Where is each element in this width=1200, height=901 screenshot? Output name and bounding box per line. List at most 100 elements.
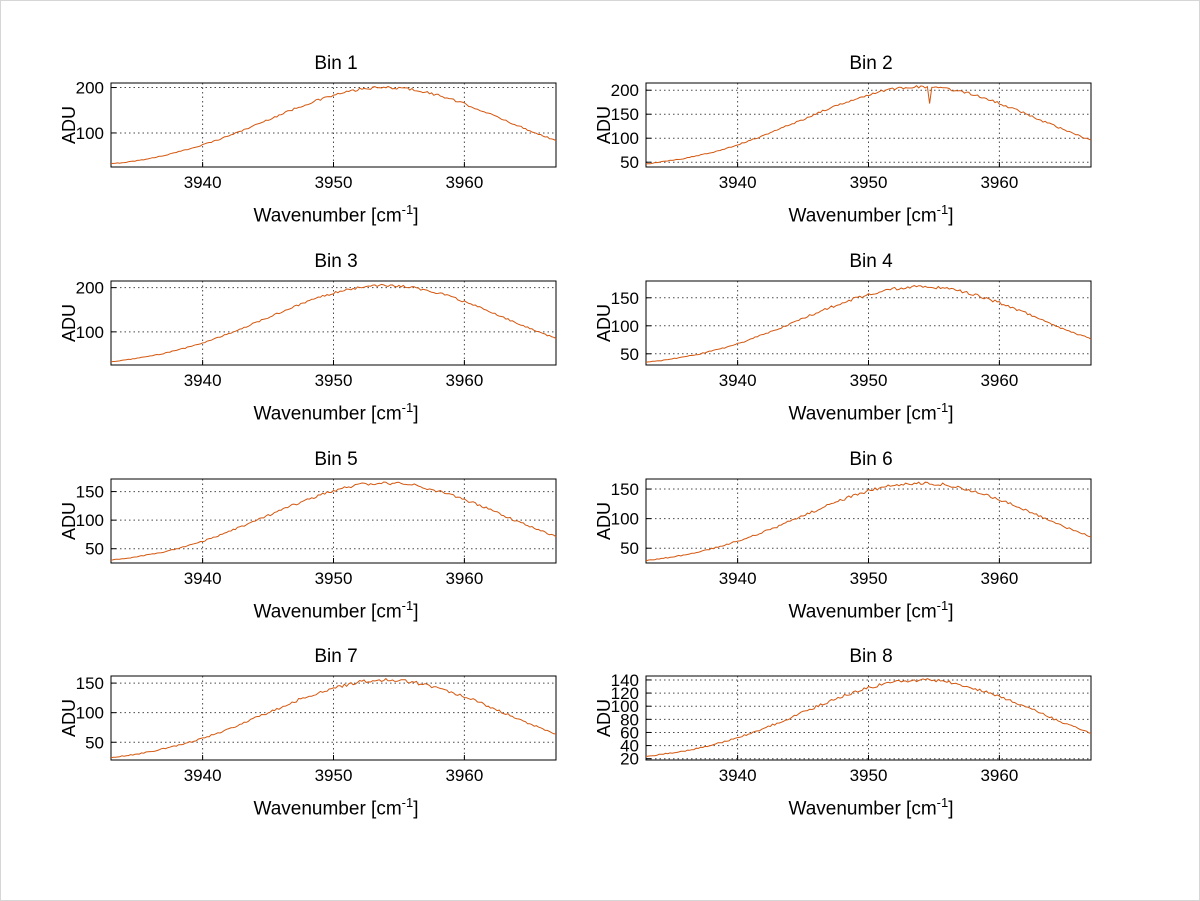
x-axis-label-close: ] [948, 601, 954, 623]
x-axis-label: Wavenumber [cm-1] [56, 595, 561, 623]
svg-text:60: 60 [620, 723, 639, 742]
x-axis-label-text: Wavenumber [cm [788, 205, 937, 227]
svg-text:ADU: ADU [59, 502, 79, 540]
subplot-bin-8: Bin 8 3940 3950 3960 20 40 60 80 100 120 140 ADU W… [591, 644, 1096, 820]
svg-text:50: 50 [85, 733, 104, 752]
subplot-bin-2: Bin 2 3940 3950 3960 50 100 150 200 ADU Wavenum… [591, 51, 1096, 227]
svg-text:3940: 3940 [719, 173, 757, 192]
svg-text:3960: 3960 [445, 371, 483, 390]
svg-text:100: 100 [611, 510, 639, 529]
svg-text:3960: 3960 [980, 173, 1018, 192]
plot-area-bin-7: 3940 3950 3960 50 100 150 ADU [59, 674, 557, 785]
svg-text:3960: 3960 [445, 569, 483, 588]
plot-area-bin-2: 3940 3950 3960 50 100 150 200 ADU [594, 81, 1092, 192]
svg-text:100: 100 [611, 129, 639, 148]
svg-text:20: 20 [620, 750, 639, 769]
svg-text:150: 150 [611, 289, 639, 308]
svg-text:100: 100 [76, 323, 104, 342]
svg-text:3940: 3940 [184, 569, 222, 588]
svg-text:3960: 3960 [445, 766, 483, 785]
svg-text:3950: 3950 [850, 569, 888, 588]
svg-text:120: 120 [611, 684, 639, 703]
x-axis-label-superscript: -1 [936, 598, 949, 613]
svg-text:100: 100 [611, 317, 639, 336]
x-axis-label-superscript: -1 [401, 400, 414, 415]
subplot-bin-4: Bin 4 3940 3950 3960 50 100 150 ADU Wavenumber… [591, 249, 1096, 425]
svg-text:200: 200 [76, 79, 104, 98]
svg-text:50: 50 [620, 345, 639, 364]
svg-text:3940: 3940 [184, 766, 222, 785]
x-axis-label-close: ] [413, 601, 419, 623]
subplot-title: Bin 4 [849, 251, 893, 272]
svg-text:150: 150 [76, 483, 104, 502]
svg-text:150: 150 [611, 480, 639, 499]
subplot-title: Bin 1 [314, 53, 358, 74]
svg-text:3950: 3950 [315, 173, 353, 192]
subplot-title: Bin 7 [314, 646, 358, 667]
svg-text:ADU: ADU [594, 502, 614, 540]
svg-text:80: 80 [620, 710, 639, 729]
svg-text:3950: 3950 [850, 173, 888, 192]
plot-area-bin-3: 3940 3950 3960 100 200 ADU [59, 279, 557, 390]
x-axis-label-text: Wavenumber [cm [253, 798, 402, 820]
svg-text:3940: 3940 [184, 173, 222, 192]
x-axis-label: Wavenumber [cm-1] [591, 595, 1096, 623]
svg-text:100: 100 [76, 124, 104, 143]
plot-area-bin-6: 3940 3950 3960 50 100 150 ADU [594, 478, 1092, 588]
svg-text:3960: 3960 [980, 371, 1018, 390]
svg-text:3950: 3950 [315, 371, 353, 390]
x-axis-label: Wavenumber [cm-1] [591, 792, 1096, 820]
svg-text:ADU: ADU [59, 106, 79, 144]
subplot-title: Bin 5 [314, 449, 358, 470]
x-axis-label-close: ] [413, 205, 419, 227]
x-axis-label-superscript: -1 [401, 795, 414, 810]
subplot-bin-6: Bin 6 3940 3950 3960 50 100 150 ADU Wavenumber… [591, 447, 1096, 623]
svg-text:50: 50 [620, 539, 639, 558]
x-axis-label-superscript: -1 [936, 400, 949, 415]
x-axis-label-close: ] [948, 403, 954, 425]
subplot-bin-5: Bin 5 3940 3950 3960 50 100 150 ADU Wavenumber… [56, 447, 561, 623]
x-axis-label-superscript: -1 [401, 202, 414, 217]
subplot-title: Bin 3 [314, 251, 358, 272]
x-axis-label-text: Wavenumber [cm [788, 601, 937, 623]
svg-text:3950: 3950 [315, 766, 353, 785]
subplot-title: Bin 8 [849, 646, 893, 667]
x-axis-label-superscript: -1 [936, 795, 949, 810]
x-axis-label: Wavenumber [cm-1] [56, 792, 561, 820]
x-axis-label: Wavenumber [cm-1] [56, 397, 561, 425]
svg-text:ADU: ADU [59, 699, 79, 737]
svg-text:3950: 3950 [850, 371, 888, 390]
x-axis-label-text: Wavenumber [cm [253, 403, 402, 425]
svg-text:ADU: ADU [594, 106, 614, 144]
plot-area-bin-1: 3940 3950 3960 100 200 ADU [59, 79, 557, 192]
svg-text:150: 150 [611, 105, 639, 124]
svg-text:3960: 3960 [980, 569, 1018, 588]
svg-text:200: 200 [611, 81, 639, 100]
svg-text:3940: 3940 [719, 766, 757, 785]
svg-text:140: 140 [611, 671, 639, 690]
x-axis-label-text: Wavenumber [cm [253, 205, 402, 227]
x-axis-label-close: ] [948, 798, 954, 820]
svg-text:ADU: ADU [594, 699, 614, 737]
x-axis-label: Wavenumber [cm-1] [591, 199, 1096, 227]
x-axis-label-superscript: -1 [401, 598, 414, 613]
svg-text:3960: 3960 [445, 173, 483, 192]
x-axis-label-close: ] [948, 205, 954, 227]
x-axis-label: Wavenumber [cm-1] [591, 397, 1096, 425]
x-axis-label-text: Wavenumber [cm [788, 403, 937, 425]
x-axis-label-superscript: -1 [936, 202, 949, 217]
subplot-bin-1: Bin 1 3940 3950 3960 100 200 ADU Wavenumber [… [56, 51, 561, 227]
subplot-bin-3: Bin 3 3940 3950 3960 100 200 ADU Wavenumber [… [56, 249, 561, 425]
svg-text:3940: 3940 [184, 371, 222, 390]
svg-text:3950: 3950 [850, 766, 888, 785]
svg-text:3940: 3940 [719, 569, 757, 588]
subplot-title: Bin 6 [849, 449, 893, 470]
x-axis-label-close: ] [413, 403, 419, 425]
svg-text:3960: 3960 [980, 766, 1018, 785]
svg-text:100: 100 [76, 511, 104, 530]
subplot-bin-7: Bin 7 3940 3950 3960 50 100 150 ADU Wavenumber… [56, 644, 561, 820]
svg-text:100: 100 [611, 697, 639, 716]
